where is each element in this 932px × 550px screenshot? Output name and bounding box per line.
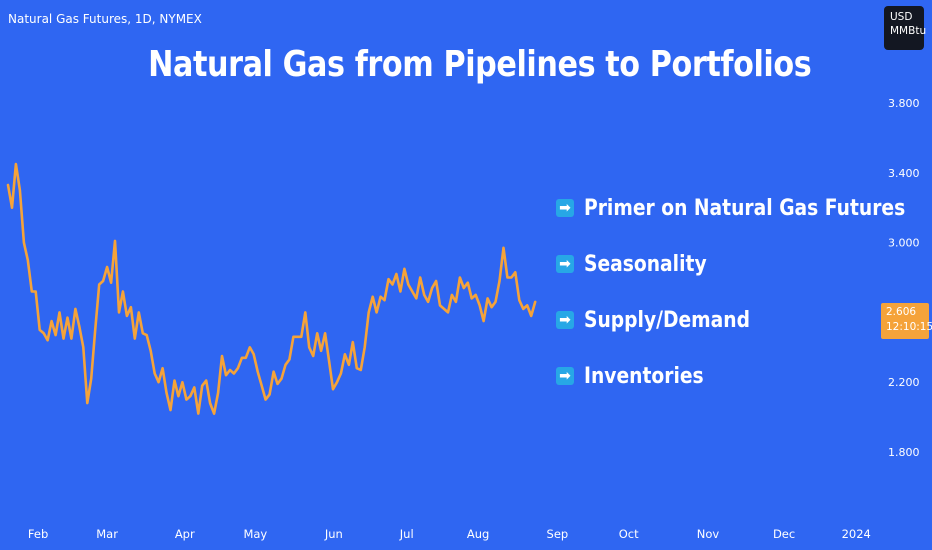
last-price-tag: 2.606 12:10:15 — [881, 303, 932, 339]
currency-unit-button[interactable]: USD MMBtu — [884, 6, 927, 50]
symbol-label[interactable]: Natural Gas Futures, 1D, NYMEX — [8, 12, 202, 26]
y-axis: 1.800 2.200 3.000 3.400 3.800 — [888, 97, 920, 459]
y-tick-label: 1.800 — [888, 446, 920, 459]
x-tick-label: Jul — [399, 527, 414, 541]
bullet-label: Seasonality — [584, 251, 707, 277]
x-tick-label: Aug — [467, 527, 489, 541]
x-axis: Feb Mar Apr May Jun Jul Aug Sep Oct Nov Dec 2024 — [28, 527, 871, 541]
last-price: 2.606 — [886, 306, 917, 318]
arrow-right-icon: ➡ — [556, 199, 574, 217]
x-tick-label: Dec — [773, 527, 795, 541]
x-tick-label: Feb — [28, 527, 48, 541]
y-tick-label: 2.200 — [888, 376, 920, 389]
chart-title: Natural Gas from Pipelines to Portfolios — [148, 44, 812, 85]
bullet-item: ➡ Primer on Natural Gas Futures — [556, 194, 932, 222]
x-tick-label: 2024 — [842, 527, 871, 541]
bullet-item: ➡ Supply/Demand — [556, 306, 932, 334]
bar-countdown: 12:10:15 — [886, 321, 932, 333]
x-tick-label: Oct — [619, 527, 639, 541]
arrow-right-icon: ➡ — [556, 311, 574, 329]
bullet-list: ➡ Primer on Natural Gas Futures ➡ Season… — [556, 194, 932, 418]
x-tick-label: May — [243, 527, 267, 541]
x-tick-label: Nov — [697, 527, 720, 541]
bullet-item: ➡ Inventories — [556, 362, 932, 390]
currency-label: USD — [890, 11, 913, 23]
bullet-item: ➡ Seasonality — [556, 250, 932, 278]
y-tick-label: 3.800 — [888, 97, 920, 110]
price-series-line — [6, 162, 537, 415]
x-tick-label: Sep — [547, 527, 569, 541]
bullet-label: Inventories — [584, 363, 704, 389]
arrow-right-icon: ➡ — [556, 255, 574, 273]
bullet-label: Supply/Demand — [584, 307, 751, 333]
arrow-right-icon: ➡ — [556, 367, 574, 385]
y-tick-label: 3.000 — [888, 237, 920, 250]
bullet-label: Primer on Natural Gas Futures — [584, 195, 906, 221]
x-tick-label: Jun — [324, 527, 343, 541]
x-tick-label: Apr — [175, 527, 195, 541]
x-tick-label: Mar — [96, 527, 118, 541]
y-tick-label: 3.400 — [888, 167, 920, 180]
unit-label: MMBtu — [890, 25, 927, 37]
